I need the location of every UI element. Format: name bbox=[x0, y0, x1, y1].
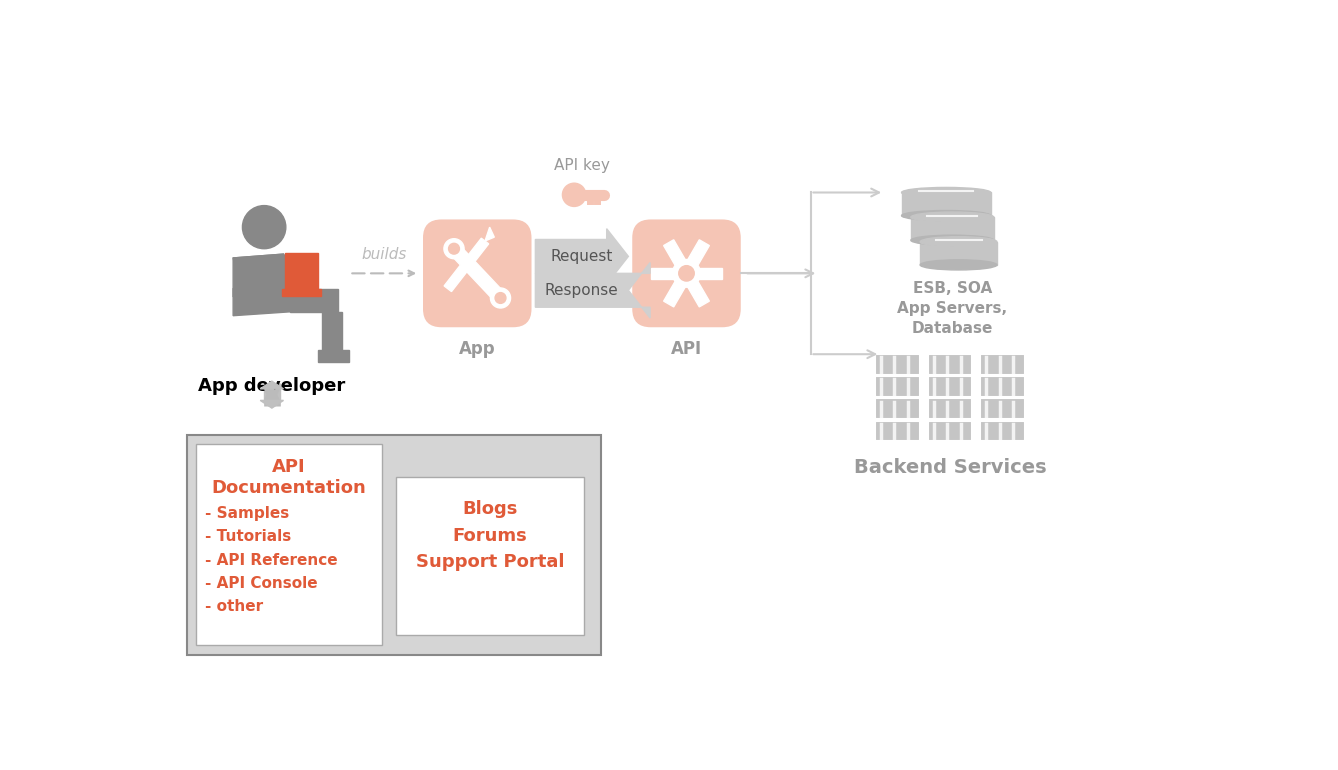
FancyBboxPatch shape bbox=[396, 477, 585, 635]
Text: API key: API key bbox=[554, 159, 610, 173]
Polygon shape bbox=[322, 312, 341, 358]
Bar bbox=[927, 398, 973, 419]
Bar bbox=[902, 192, 990, 216]
Text: API
Documentation: API Documentation bbox=[211, 458, 367, 497]
Bar bbox=[911, 217, 994, 240]
Circle shape bbox=[562, 182, 586, 207]
Text: App: App bbox=[459, 340, 495, 357]
Polygon shape bbox=[290, 289, 337, 312]
Polygon shape bbox=[233, 254, 290, 304]
Polygon shape bbox=[535, 229, 629, 284]
FancyBboxPatch shape bbox=[195, 444, 381, 645]
Polygon shape bbox=[535, 263, 650, 318]
Circle shape bbox=[444, 239, 464, 259]
Polygon shape bbox=[261, 381, 284, 389]
Circle shape bbox=[448, 243, 459, 254]
Ellipse shape bbox=[911, 212, 994, 223]
Polygon shape bbox=[285, 253, 318, 289]
Ellipse shape bbox=[921, 259, 997, 270]
Polygon shape bbox=[261, 400, 284, 408]
Bar bbox=[927, 354, 973, 375]
Ellipse shape bbox=[921, 236, 997, 247]
Polygon shape bbox=[450, 244, 506, 303]
Text: Request: Request bbox=[551, 249, 613, 264]
Bar bbox=[875, 354, 919, 375]
Polygon shape bbox=[233, 254, 292, 276]
Circle shape bbox=[673, 259, 701, 287]
Text: Response: Response bbox=[545, 283, 618, 298]
Bar bbox=[875, 398, 919, 419]
Bar bbox=[875, 377, 919, 397]
Ellipse shape bbox=[902, 210, 990, 221]
Polygon shape bbox=[664, 239, 692, 276]
Circle shape bbox=[491, 288, 511, 308]
Text: Backend Services: Backend Services bbox=[854, 458, 1046, 477]
Bar bbox=[981, 420, 1025, 441]
Bar bbox=[927, 420, 973, 441]
Circle shape bbox=[242, 206, 286, 249]
Polygon shape bbox=[681, 239, 709, 276]
Polygon shape bbox=[264, 389, 280, 400]
Bar bbox=[981, 377, 1025, 397]
Polygon shape bbox=[686, 267, 723, 279]
Polygon shape bbox=[233, 285, 290, 316]
Text: App developer: App developer bbox=[198, 377, 345, 395]
Text: - Samples
- Tutorials
- API Reference
- API Console
- other: - Samples - Tutorials - API Reference - … bbox=[205, 506, 339, 614]
FancyBboxPatch shape bbox=[186, 435, 601, 654]
Circle shape bbox=[678, 266, 694, 281]
Polygon shape bbox=[444, 238, 488, 292]
Polygon shape bbox=[681, 270, 709, 307]
Polygon shape bbox=[318, 350, 349, 362]
Polygon shape bbox=[664, 270, 692, 307]
Text: Blogs
Forums
Support Portal: Blogs Forums Support Portal bbox=[416, 500, 565, 571]
Bar bbox=[981, 354, 1025, 375]
Text: builds: builds bbox=[361, 247, 407, 262]
Ellipse shape bbox=[902, 187, 990, 198]
FancyBboxPatch shape bbox=[633, 219, 741, 327]
Bar bbox=[875, 420, 919, 441]
Polygon shape bbox=[650, 267, 686, 279]
Bar bbox=[927, 377, 973, 397]
Bar bbox=[921, 242, 997, 265]
Bar bbox=[981, 398, 1025, 419]
Ellipse shape bbox=[911, 235, 994, 246]
Circle shape bbox=[495, 293, 506, 303]
FancyBboxPatch shape bbox=[423, 219, 531, 327]
Text: API: API bbox=[670, 340, 702, 357]
Polygon shape bbox=[484, 227, 494, 241]
Polygon shape bbox=[282, 289, 321, 296]
Text: ESB, SOA
App Servers,
Database: ESB, SOA App Servers, Database bbox=[898, 281, 1008, 336]
